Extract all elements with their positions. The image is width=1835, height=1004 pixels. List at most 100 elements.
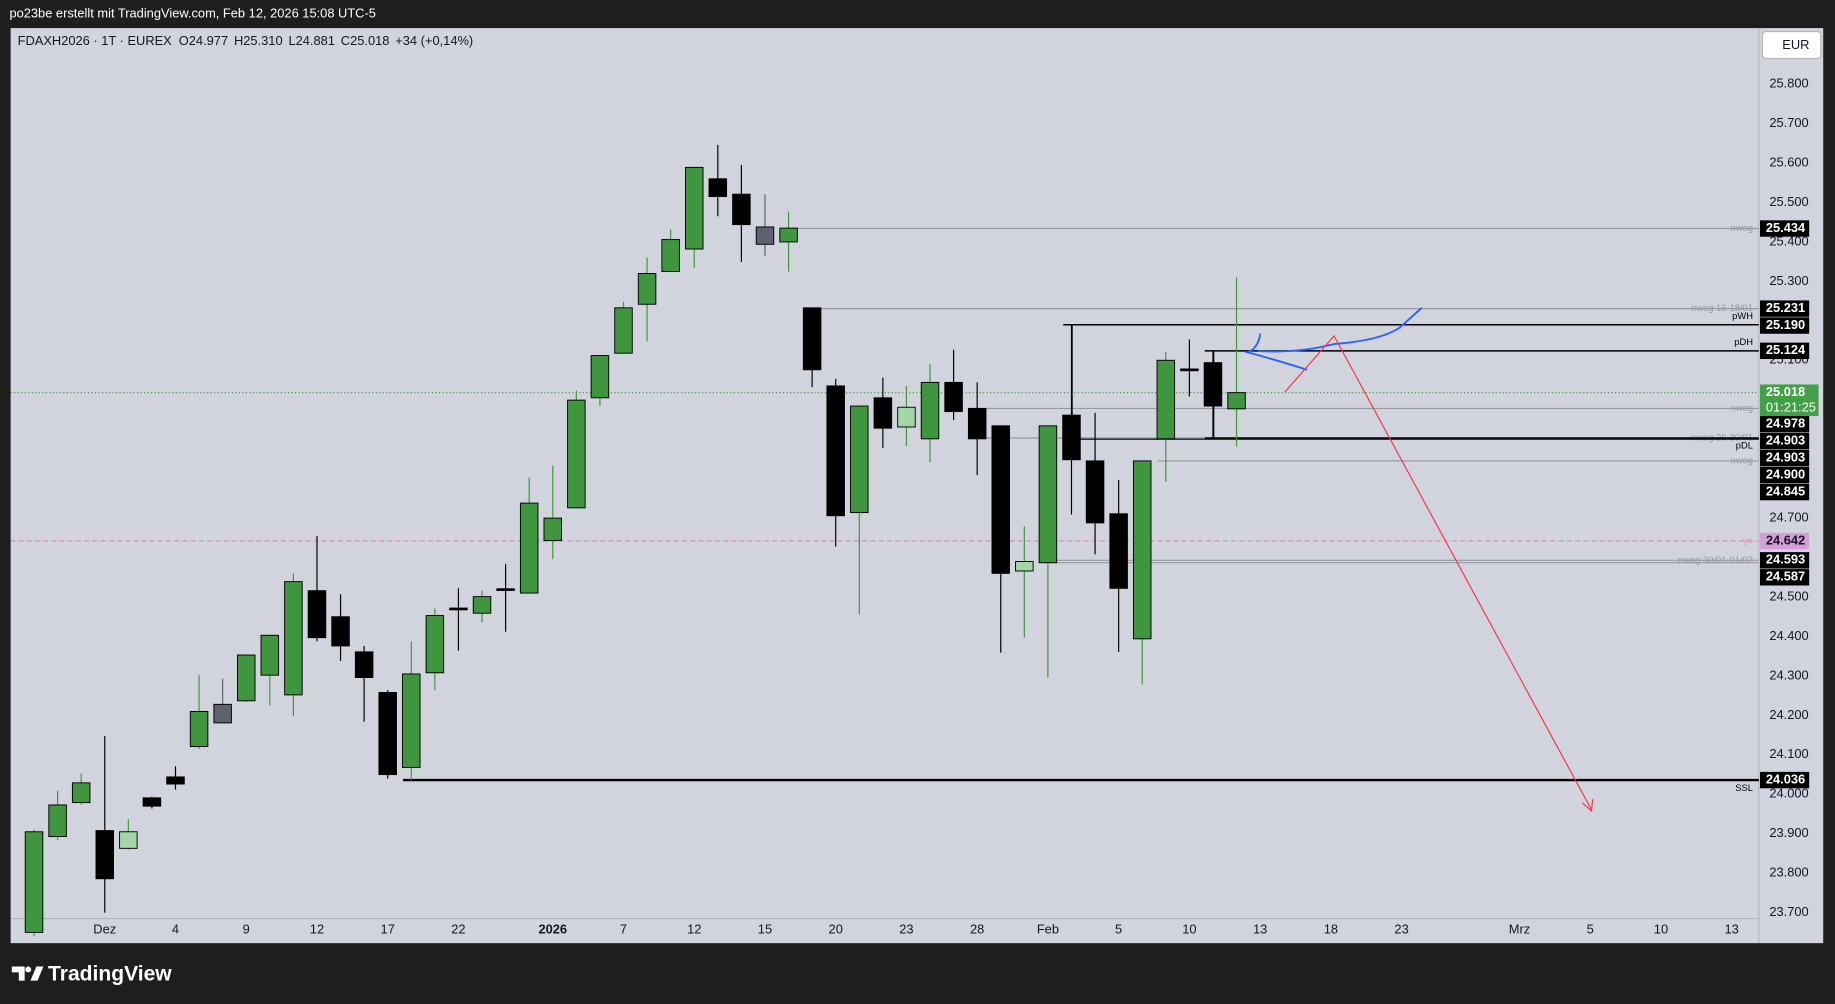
level-name: pDL [1736,441,1753,451]
x-tick-label: 12 [310,922,324,937]
candle-body [519,502,539,594]
y-tick-label: 25.800 [1769,76,1808,91]
change: +34 (+0,14%) [395,34,473,49]
level-label-box [1760,433,1810,450]
y-tick-label: 24.100 [1769,746,1808,761]
level-name: nwog [1731,403,1753,413]
y-tick-label: 25.300 [1769,273,1808,288]
level-label: 24.642 [1766,532,1805,547]
x-tick-label: 13 [1253,922,1267,937]
x-tick-label: 22 [451,922,465,937]
candle-body [95,830,115,880]
last-price-box [1760,384,1819,417]
x-tick-label: 5 [1587,922,1594,937]
candle-body [684,166,704,250]
level-label-box [1760,449,1810,467]
x-tick-label: 2026 [538,922,567,937]
axes: 25.800 25.700 25.600 25.500 25.400 25.300 25.1… [93,76,1819,937]
candle-body [1109,513,1128,589]
x-tick-label: 4 [172,922,179,937]
legend: FDAXH2026 · 1T · EUREX O24.977 H25.310 L24.… [18,34,474,49]
ohlc-open: O24.977 [179,34,228,49]
countdown: 01:21:25 [1766,399,1816,414]
level-label-box [1760,220,1810,237]
level-name: nwog 16-18/01 [1691,303,1753,313]
candle-body [708,178,728,198]
logo-icon [11,966,44,981]
x-tick-label: 13 [1725,922,1739,937]
level-name: pDH [1734,337,1753,347]
candle-body [284,581,303,696]
candle-body [449,607,468,611]
x-tick-label: 9 [243,922,250,937]
x-tick-label: 10 [1182,922,1196,937]
candle-body [873,397,893,429]
candle-body [119,831,138,849]
x-tick-label: 23 [899,922,913,937]
candle-body [637,273,657,305]
candle-body [354,651,374,678]
candle-body [496,588,515,591]
level-label: 24.900 [1766,467,1805,482]
level-name: nwog [1731,223,1753,233]
y-tick-label: 23.800 [1769,865,1808,880]
level-label: 24.845 [1766,484,1805,499]
candle-body [1015,561,1034,572]
ohlc-close: C25.018 [341,34,390,49]
level-label: 25.231 [1766,300,1805,315]
chart-pane [10,28,1824,944]
candle-body [567,399,586,509]
candle-body [944,381,963,413]
y-tick-label: 23.900 [1769,825,1808,840]
candle-body [236,654,256,702]
x-tick-label: 12 [687,922,701,937]
candle-body [1227,392,1246,410]
level-label-box [1760,317,1810,334]
candle-body [1038,425,1058,564]
level-name: nwog 30/01-01/02 [1678,555,1753,565]
y-tick-label: 24.000 [1769,786,1808,801]
candle-body [543,517,563,542]
candles [24,144,1246,937]
candle-body [378,692,397,776]
currency-button[interactable] [1761,31,1822,60]
level-label-box [1760,569,1810,586]
candle-body [661,239,680,272]
ohlc-high: H25.310 [234,34,283,49]
candle-body [779,227,798,243]
level-label: 24.036 [1766,771,1805,786]
level-label: 24.903 [1766,433,1805,448]
candle-body [425,615,445,674]
candle-body [1085,460,1105,524]
candle-body [166,776,185,785]
candle-body [850,405,869,514]
brand-logo: TradingView [11,962,172,985]
candle-body [142,797,162,807]
level-name: pWH [1732,311,1753,321]
candle-body [802,307,822,371]
candle-body [402,673,421,768]
last-price-label: 25.018 [1766,384,1805,399]
candle-body [590,355,610,399]
x-tick-label: 18 [1324,922,1338,937]
level-label-box [1760,416,1810,433]
candle-body [260,634,280,676]
candle-body [897,406,916,428]
candle-body [732,193,751,226]
level-name: nwog [1731,455,1753,465]
level-label-box [1760,342,1810,360]
candle-body [213,703,232,724]
ohlc-low: L24.881 [288,34,334,49]
level-label: 25.190 [1766,317,1805,332]
level-label: 24.903 [1766,450,1805,465]
x-tick-label: 28 [970,922,984,937]
x-tick-label: 5 [1115,922,1122,937]
blue-drawing [1244,307,1423,371]
x-tick-label: 7 [620,922,627,937]
level-label-box [1760,532,1810,550]
candle-body [472,596,492,614]
level-label: 24.978 [1766,416,1805,431]
candle-body [48,804,67,837]
currency[interactable]: EUR [1782,37,1809,52]
candle-body [1062,414,1081,461]
